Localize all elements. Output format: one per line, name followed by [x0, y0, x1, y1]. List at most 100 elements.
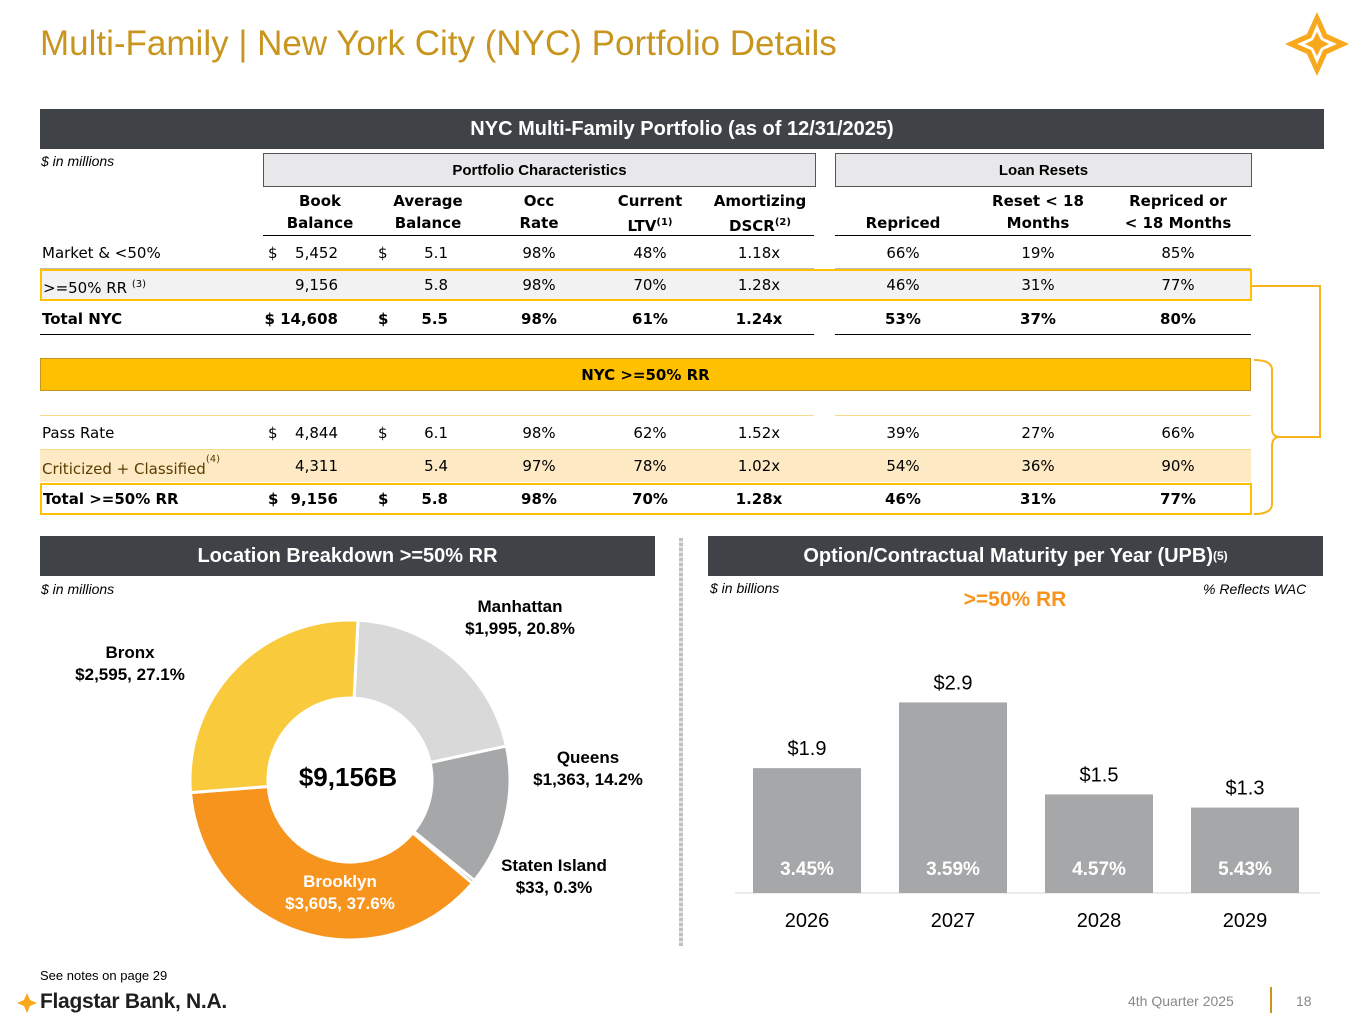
- average-balance: 5.8: [424, 276, 448, 294]
- repriced-or-18: 66%: [1161, 424, 1195, 442]
- page-title: Multi-Family | New York City (NYC) Portf…: [40, 24, 837, 63]
- repriced: 53%: [885, 310, 921, 328]
- repriced-or-18: 90%: [1161, 457, 1195, 475]
- page-number: 18: [1296, 993, 1312, 1009]
- maturity-banner: Option/Contractual Maturity per Year (UP…: [708, 536, 1323, 576]
- currency-symbol: $: [378, 424, 388, 442]
- row-label: Total NYC: [42, 310, 123, 328]
- bar-value-label: $1.3: [1226, 778, 1265, 800]
- average-balance: 5.5: [421, 310, 448, 328]
- col-header-repriced: Repriced: [865, 214, 941, 232]
- current-ltv: 62%: [633, 424, 667, 442]
- currency-symbol: $: [378, 244, 388, 262]
- occ-rate: 98%: [521, 310, 557, 328]
- occ-rate: 98%: [522, 244, 556, 262]
- row-rule: [835, 268, 1251, 269]
- row-label: >=50% RR (3): [43, 279, 147, 297]
- current-ltv: 70%: [633, 276, 667, 294]
- amortizing-dscr: 1.28x: [735, 490, 783, 508]
- occ-rate: 98%: [522, 276, 556, 294]
- total-rule: [40, 334, 814, 335]
- book-balance: 5,452: [295, 244, 338, 262]
- repriced: 46%: [885, 490, 921, 508]
- col-header-average-balance: Average Balance: [393, 192, 463, 232]
- label-queens: Queens $1,363, 14.2%: [533, 748, 643, 789]
- maturity-units-note: $ in billions: [710, 580, 780, 596]
- repriced-or-18: 85%: [1161, 244, 1195, 262]
- group-loan-resets: Loan Resets: [835, 153, 1252, 187]
- bar-value-label: $2.9: [934, 672, 973, 694]
- current-ltv: 70%: [632, 490, 668, 508]
- occ-rate: 97%: [522, 457, 556, 475]
- row-rule: [40, 449, 1251, 450]
- currency-symbol: $: [268, 490, 279, 508]
- x-tick-label: 2029: [1223, 910, 1268, 932]
- col-header-occ-rate: Occ Rate: [519, 192, 559, 232]
- row-label: Total >=50% RR: [43, 490, 179, 508]
- label-manhattan: Manhattan $1,995, 20.8%: [465, 597, 575, 638]
- wac-note: % Reflects WAC: [1203, 581, 1307, 597]
- bar-2027: [899, 702, 1007, 893]
- average-balance: 5.4: [424, 457, 448, 475]
- total-rule: [835, 334, 1251, 335]
- currency-symbol: $: [268, 424, 278, 442]
- book-balance: 4,311: [295, 457, 338, 475]
- maturity-bar-chart: $1.9 3.45% 2026 $2.9 3.59% 2027 $1.5 4.57% 2028 $…: [735, 672, 1320, 932]
- x-tick-label: 2026: [785, 910, 830, 932]
- row-label: Pass Rate: [42, 424, 115, 442]
- amortizing-dscr: 1.52x: [737, 424, 781, 442]
- bar-value-label: $1.9: [788, 738, 827, 760]
- table-row-highlighted: >=50% RR (3) 9,156 5.8 98% 70% 1.28x 46%…: [40, 269, 1252, 301]
- current-ltv: 61%: [632, 310, 668, 328]
- header-rule-right: [835, 235, 1251, 236]
- bar-wac-label: 3.59%: [926, 859, 980, 880]
- occ-rate: 98%: [521, 490, 557, 508]
- row-rule: [40, 268, 814, 269]
- repriced: 46%: [886, 276, 920, 294]
- current-ltv: 78%: [633, 457, 667, 475]
- see-notes: See notes on page 29: [40, 968, 168, 983]
- repriced-or-18: 80%: [1160, 310, 1196, 328]
- col-header-reset-18-months: Reset < 18 Months: [992, 192, 1084, 232]
- average-balance: 5.8: [421, 490, 448, 508]
- book-balance: 9,156: [295, 276, 338, 294]
- reset-18: 27%: [1021, 424, 1055, 442]
- reset-18: 37%: [1020, 310, 1056, 328]
- reset-18: 19%: [1021, 244, 1055, 262]
- x-tick-label: 2028: [1077, 910, 1122, 932]
- bar-2029: [1191, 807, 1299, 893]
- bar-wac-label: 3.45%: [780, 859, 834, 880]
- label-staten-island: Staten Island $33, 0.3%: [501, 856, 607, 897]
- table-row: Market & <50% $ 5,452 $ 5.1 98% 48% 1.18…: [40, 237, 1251, 269]
- donut-slice-manhattan: [352, 618, 509, 765]
- repriced-or-18: 77%: [1161, 276, 1195, 294]
- label-brooklyn: Brooklyn $3,605, 37.6%: [285, 872, 395, 913]
- col-header-repriced-or-18-months: Repriced or < 18 Months: [1124, 192, 1232, 232]
- amortizing-dscr: 1.02x: [737, 457, 781, 475]
- table-row-total: Total NYC $ 14,608 $ 5.5 98% 61% 1.24x 5…: [40, 303, 1251, 335]
- section-divider: [679, 538, 683, 946]
- page-separator: [1270, 987, 1272, 1013]
- currency-symbol: $: [268, 244, 278, 262]
- occ-rate: 98%: [522, 424, 556, 442]
- currency-symbol: $: [378, 490, 389, 508]
- col-header-book-balance: Book Balance: [286, 192, 354, 232]
- repriced-or-18: 77%: [1160, 490, 1196, 508]
- location-units-note: $ in millions: [41, 581, 115, 597]
- book-balance: $ 14,608: [264, 310, 338, 328]
- repriced: 54%: [886, 457, 920, 475]
- group-portfolio-characteristics: Portfolio Characteristics: [263, 153, 816, 187]
- flagstar-small-logo-icon: [17, 993, 37, 1013]
- rr-section-band: NYC >=50% RR: [40, 358, 1251, 391]
- repriced: 66%: [886, 244, 920, 262]
- row-label: Criticized + Classified(4): [42, 454, 220, 478]
- bar-value-label: $1.5: [1080, 764, 1119, 786]
- reset-18: 31%: [1021, 276, 1055, 294]
- col-header-current-ltv: Current LTV(1): [617, 192, 683, 235]
- table-row: Pass Rate $ 4,844 $ 6.1 98% 62% 1.52x 39…: [40, 417, 1251, 449]
- portfolio-banner: NYC Multi-Family Portfolio (as of 12/31/…: [40, 109, 1324, 149]
- amortizing-dscr: 1.24x: [735, 310, 783, 328]
- flagstar-star-logo-icon: [1285, 12, 1349, 76]
- table-row-criticized: Criticized + Classified(4) 4,311 5.4 97%…: [40, 450, 1251, 482]
- bar-2028: [1045, 794, 1153, 893]
